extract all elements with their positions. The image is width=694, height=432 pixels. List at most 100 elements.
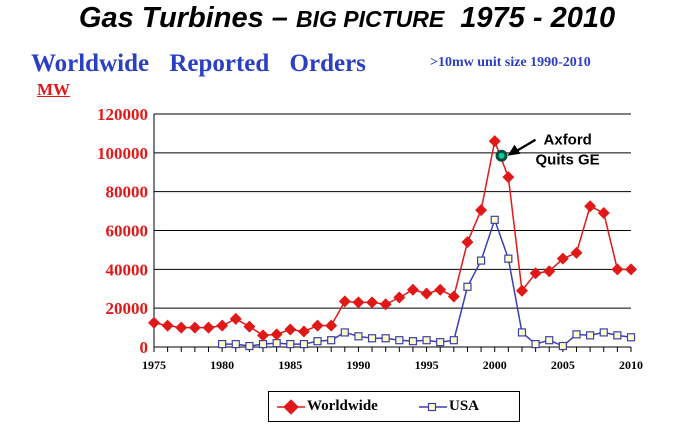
title-dash: – xyxy=(263,2,296,34)
usa-point xyxy=(286,339,295,349)
x-tick-label: 1995 xyxy=(415,358,439,372)
worldwide-point xyxy=(543,265,556,278)
legend: Worldwide USA xyxy=(268,391,520,422)
worldwide-point xyxy=(188,321,201,334)
x-tick-label: 2000 xyxy=(483,358,507,372)
worldwide-point xyxy=(338,295,351,308)
annotation-arrow-head xyxy=(507,144,521,156)
worldwide-point xyxy=(570,246,583,259)
usa-point xyxy=(299,339,309,349)
usa-point xyxy=(490,215,499,224)
series-line-worldwide xyxy=(153,138,631,337)
usa-point xyxy=(558,341,567,351)
usa-point xyxy=(476,256,486,265)
worldwide-point xyxy=(270,328,283,341)
usa-point xyxy=(504,254,513,263)
y-tick-label: 40000 xyxy=(106,260,149,279)
usa-point xyxy=(586,331,595,340)
usa-point xyxy=(354,332,363,341)
worldwide-point xyxy=(202,321,215,334)
series-line-usa xyxy=(222,217,632,347)
y-tick-label: 20000 xyxy=(106,299,149,318)
worldwide-point xyxy=(529,267,542,280)
usa-point xyxy=(327,336,336,345)
worldwide-point xyxy=(379,298,392,311)
x-tick-label: 2010 xyxy=(619,358,643,372)
legend-markers xyxy=(277,399,447,415)
worldwide-point xyxy=(447,290,460,303)
y-tick-label: 100000 xyxy=(97,144,148,163)
y-tick-label: 0 xyxy=(140,338,149,357)
worldwide-point xyxy=(352,296,365,309)
usa-point xyxy=(272,339,281,348)
worldwide-point xyxy=(243,320,256,333)
usa-point xyxy=(258,339,268,349)
worldwide-point xyxy=(148,316,160,329)
worldwide-point xyxy=(216,319,229,332)
usa-point xyxy=(436,338,445,347)
usa-point xyxy=(531,339,540,349)
worldwide-point xyxy=(257,329,270,342)
annotation-marker-inner xyxy=(498,152,505,159)
worldwide-point xyxy=(611,263,624,276)
unit-size-note: >10mw unit size 1990-2010 xyxy=(430,55,591,70)
x-tick-label: 1990 xyxy=(346,358,370,372)
worldwide-point xyxy=(515,284,528,297)
y-tick-label: 120000 xyxy=(97,105,148,124)
usa-point xyxy=(449,336,458,345)
usa-point xyxy=(218,339,227,349)
worldwide-point xyxy=(625,263,637,276)
usa-point xyxy=(245,341,254,351)
usa-point xyxy=(626,333,636,342)
worldwide-point xyxy=(161,319,174,332)
chart-subtitle: Worldwide Reported Orders xyxy=(31,50,366,77)
usa-point xyxy=(408,337,418,346)
annotation-text-line2: Quits GE xyxy=(536,152,600,169)
title-main: Gas Turbines xyxy=(78,2,264,34)
worldwide-point xyxy=(420,287,433,300)
usa-point xyxy=(613,331,622,340)
worldwide-point xyxy=(597,207,610,220)
x-tick-label: 1975 xyxy=(142,358,166,372)
legend-worldwide-label: Worldwide xyxy=(307,398,378,414)
worldwide-point xyxy=(175,321,188,334)
usa-point xyxy=(231,339,240,349)
y-axis-unit-label: MW xyxy=(37,80,71,99)
y-tick-label: 60000 xyxy=(106,222,149,241)
usa-point xyxy=(545,336,554,345)
worldwide-point xyxy=(393,291,406,304)
title-years: 1975 - 2010 xyxy=(444,2,616,34)
worldwide-point xyxy=(488,135,501,148)
usa-point xyxy=(517,328,527,337)
worldwide-point xyxy=(461,236,474,249)
x-tick-label: 1980 xyxy=(210,358,234,372)
x-tick-label: 2005 xyxy=(551,358,575,372)
worldwide-point xyxy=(475,204,488,217)
x-tick-label: 1985 xyxy=(278,358,302,372)
annotation-text-line1: Axford xyxy=(544,132,592,149)
worldwide-point xyxy=(229,312,242,325)
worldwide-point xyxy=(434,283,447,296)
worldwide-point xyxy=(284,323,297,336)
y-tick-label: 80000 xyxy=(106,183,149,202)
worldwide-point xyxy=(556,252,569,265)
usa-point xyxy=(395,336,404,345)
legend-usa-marker xyxy=(427,402,437,412)
legend-worldwide-marker xyxy=(283,399,299,415)
worldwide-point xyxy=(584,200,597,213)
usa-point xyxy=(599,328,608,337)
usa-point xyxy=(422,336,431,345)
worldwide-point xyxy=(325,319,338,332)
worldwide-point xyxy=(311,319,324,332)
worldwide-point xyxy=(406,283,419,296)
usa-point xyxy=(367,334,377,343)
worldwide-point xyxy=(366,296,379,309)
usa-point xyxy=(340,328,349,337)
usa-point xyxy=(572,330,581,339)
chart-title: Gas Turbines – BIG PICTURE 1975 - 2010 xyxy=(0,2,694,35)
usa-point xyxy=(463,282,472,291)
usa-point xyxy=(381,334,390,343)
title-big-picture: BIG PICTURE xyxy=(295,6,445,32)
usa-point xyxy=(313,337,322,346)
